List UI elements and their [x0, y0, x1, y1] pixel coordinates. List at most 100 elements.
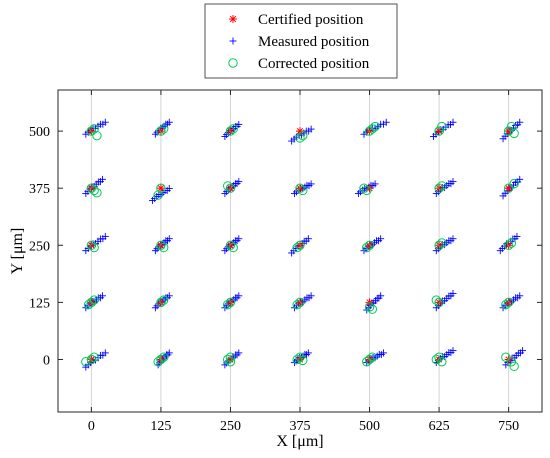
measured-point — [519, 347, 527, 355]
corrected-point — [298, 130, 308, 141]
corrected-point — [81, 357, 91, 367]
corrected-point — [156, 126, 166, 136]
corrected-point — [159, 295, 169, 305]
y-tick-label: 125 — [29, 296, 50, 311]
corrected-point — [367, 352, 378, 362]
corrected-point — [292, 242, 302, 253]
legend-marker-1 — [229, 15, 237, 23]
corrected-point — [225, 240, 236, 250]
measured-point — [449, 347, 457, 355]
corrected-point — [86, 354, 97, 365]
corrected-point — [506, 121, 517, 132]
measured-point — [377, 292, 385, 300]
corrected-point — [292, 354, 302, 365]
corrected-point — [159, 352, 169, 362]
corrected-point — [501, 352, 511, 362]
corrected-point — [364, 240, 375, 250]
corrected-point — [503, 183, 514, 193]
measured-point — [307, 180, 315, 188]
corrected-point — [370, 121, 380, 132]
measured-point — [235, 178, 243, 186]
measured-point — [165, 118, 173, 126]
corrected-point — [437, 181, 447, 191]
corrected-point — [89, 295, 99, 305]
y-tick-label: 375 — [29, 182, 50, 197]
corrected-point — [503, 297, 514, 308]
corrected-point — [225, 183, 236, 193]
corrected-point — [222, 299, 233, 310]
x-tick-label: 625 — [429, 419, 450, 434]
measured-point — [449, 290, 457, 298]
corrected-point — [362, 242, 372, 253]
measured-point — [379, 349, 387, 357]
measured-point — [101, 118, 109, 126]
measured-point — [307, 292, 315, 300]
legend: Certified position Measured position Corre… — [204, 3, 398, 79]
corrected-point — [434, 240, 444, 250]
measured-point — [99, 175, 107, 183]
corrected-point — [89, 185, 99, 196]
corrected-point — [506, 357, 517, 367]
measured-point — [377, 235, 385, 243]
corrected-point — [225, 357, 236, 367]
corrected-point — [437, 238, 447, 248]
measured-point — [101, 232, 109, 240]
corrected-point — [89, 242, 99, 253]
corrected-point — [295, 352, 305, 362]
y-tick-label: 0 — [43, 353, 50, 368]
corrected-point — [222, 181, 233, 191]
corrected-point — [503, 240, 514, 250]
corrected-point — [364, 126, 375, 136]
x-axis-label: X [μm] — [276, 433, 323, 450]
corrected-point — [367, 124, 378, 134]
corrected-point — [434, 297, 444, 308]
corrected-point — [434, 183, 444, 193]
corrected-point — [225, 126, 236, 136]
corrected-point — [367, 304, 378, 314]
measured-point — [235, 292, 243, 300]
corrected-point — [295, 297, 305, 308]
measured-point — [165, 292, 173, 300]
corrected-point — [298, 355, 308, 366]
corrected-point — [359, 183, 369, 193]
measured-point — [371, 180, 379, 188]
corrected-point — [503, 126, 514, 136]
measured-point — [382, 118, 390, 126]
measured-point — [449, 178, 457, 186]
corrected-point — [295, 133, 305, 143]
legend-marker-3 — [228, 58, 238, 68]
corrected-point — [156, 354, 166, 365]
x-tick-label: 125 — [150, 419, 171, 434]
certified-point — [156, 184, 165, 193]
legend-box — [204, 3, 398, 79]
corrected-point — [509, 128, 519, 139]
corrected-point — [159, 242, 169, 253]
measured-point — [449, 235, 457, 243]
corrected-point — [434, 352, 444, 362]
corrected-point — [89, 352, 99, 362]
corrected-point — [434, 126, 444, 136]
corrected-point — [431, 295, 441, 305]
corrected-point — [86, 297, 97, 308]
measured-point — [165, 349, 173, 357]
measured-point — [303, 351, 311, 359]
x-tick-label: 750 — [498, 419, 519, 434]
measured-point — [101, 349, 109, 357]
corrected-point — [362, 185, 372, 196]
measured-point — [99, 292, 107, 300]
measured-point — [516, 175, 524, 183]
measured-point — [516, 292, 524, 300]
corrected-point — [501, 299, 511, 310]
corrected-point — [222, 354, 233, 365]
corrected-point — [83, 299, 94, 310]
corrected-point — [225, 297, 236, 308]
corrected-point — [509, 178, 519, 189]
corrected-point — [153, 357, 163, 367]
corrected-point — [298, 185, 308, 196]
corrected-point — [89, 124, 99, 134]
corrected-series — [81, 121, 519, 372]
measured-point — [304, 235, 312, 243]
axis-ticks: 0 125 250 375 500 625 750 0 125 250 375 500 — [29, 90, 542, 434]
corrected-point — [364, 302, 375, 312]
